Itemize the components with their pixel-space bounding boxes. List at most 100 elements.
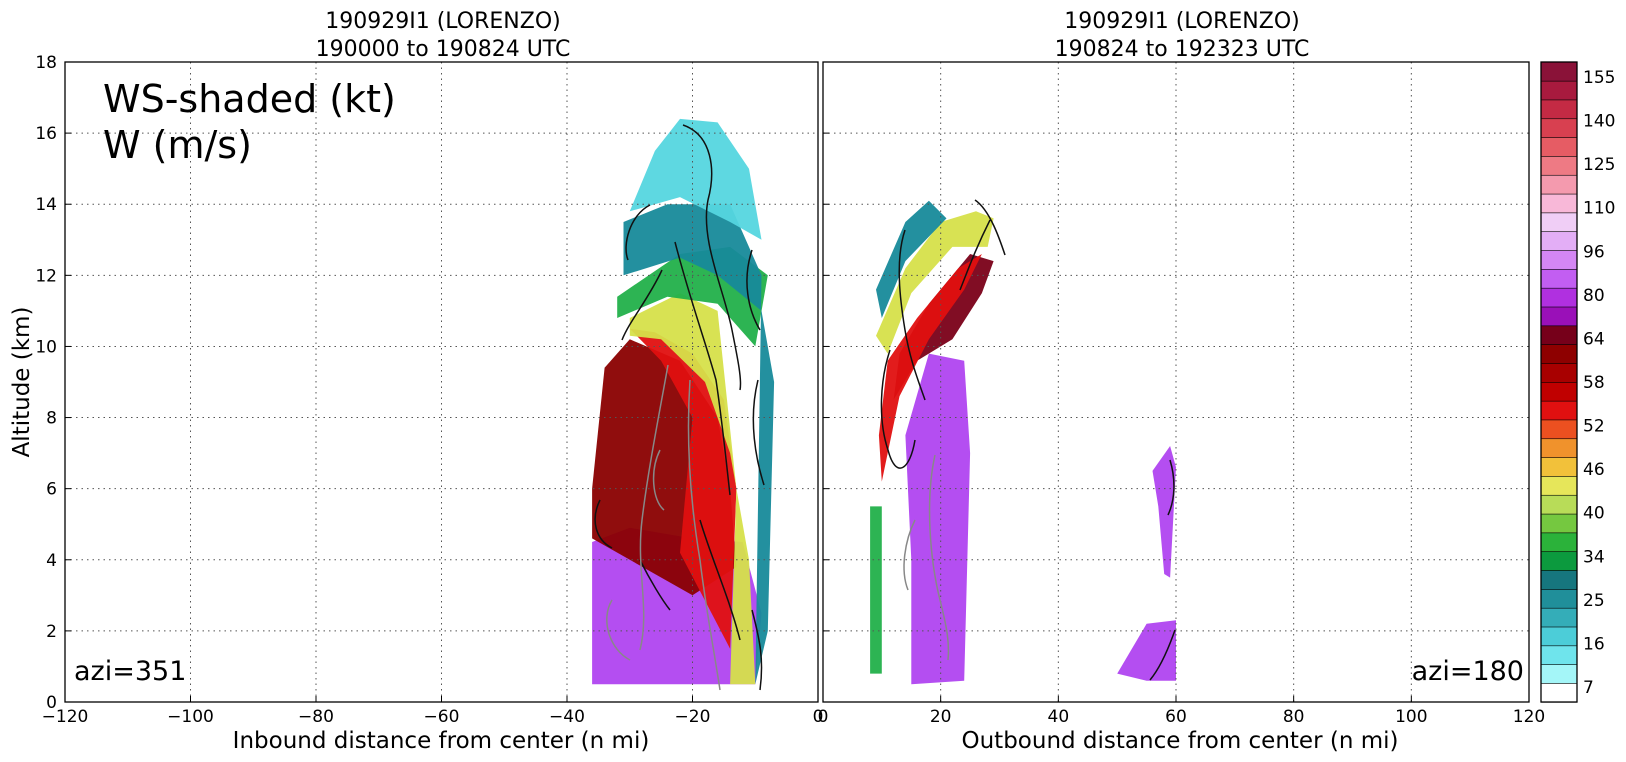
left-xtick-label-1: −100 [167,707,214,727]
colorbar-tick-label-2: 125 [1583,155,1615,175]
colorbar-cell-28 [1540,155,1578,176]
left-xtick-label-2: −80 [298,707,334,727]
left-gridlines [65,62,818,702]
right-xtick-label-2: 40 [1048,707,1070,727]
left-w-contour-4 [746,249,765,486]
left-wind-region-5 [623,204,775,685]
colorbar-cell-17 [1540,362,1578,383]
right-title-line2: 190824 to 192323 UTC [1055,37,1310,62]
right-w-contours [880,199,1176,681]
right-x-tick-labels: 0 20 40 60 80 100 120 [818,61,1545,727]
right-w-contour-1 [898,229,926,401]
right-wind-region-7 [1152,446,1176,578]
colorbar-cell-10 [1540,494,1578,515]
left-panel: 190929I1 (LORENZO) 190000 to 190824 UTC … [9,9,823,754]
right-wind-region-6 [1117,620,1176,681]
left-xtick-label-3: −60 [424,707,460,727]
colorbar-cell-16 [1540,381,1578,402]
colorbar-cell-14 [1540,419,1578,440]
colorbar-cell-0 [1540,682,1578,703]
colorbar-cell-18 [1540,344,1578,364]
colorbar-cell-30 [1540,118,1578,138]
inset-label-line2: W (m/s) [103,123,252,167]
ytick-label-0: 0 [46,693,57,713]
right-w-contour-2 [959,199,1006,291]
right-xtick-label-6: 120 [1513,707,1545,727]
colorbar-cell-7 [1540,551,1578,571]
ytick-label-1: 2 [46,622,57,642]
left-x-axis-label: Inbound distance from center (n mi) [233,728,650,754]
right-wind-region-2 [878,254,982,482]
right-wind-region-0 [905,353,971,685]
right-w-neg-contour-1 [928,454,950,661]
y-axis-label: Altitude (km) [9,307,35,458]
colorbar-tick-label-8: 52 [1583,417,1605,437]
right-xtick-label-3: 60 [1165,707,1187,727]
left-w-contour-2 [674,241,731,496]
colorbar-tick-labels: 155 140 125 110 96 80 64 58 52 46 40 34 25 16 7 [1583,68,1615,698]
left-w-contour-5 [699,519,763,691]
ytick-label-2: 4 [46,551,57,571]
colorbar: 155 140 125 110 96 80 64 58 52 46 40 34 25 16 7 [1540,61,1615,703]
left-w-contour-3 [621,204,663,341]
left-w-neg-contour-3 [606,449,665,661]
colorbar-tick-label-10: 40 [1583,504,1605,524]
colorbar-cell-5 [1540,588,1578,609]
colorbar-cell-2 [1540,645,1578,665]
right-w-neg-contours [903,454,950,661]
right-xtick-label-5: 100 [1395,707,1427,727]
left-w-neg-contour-1 [639,364,669,651]
left-w-neg-contours [606,364,721,691]
left-wind-region-6 [629,118,762,240]
left-xtick-label-0: −120 [42,707,89,727]
right-xtick-label-4: 80 [1283,707,1305,727]
left-azimuth-label: azi=351 [74,656,186,687]
colorbar-tick-label-9: 46 [1583,460,1605,480]
colorbar-cell-29 [1540,136,1578,157]
colorbar-cell-24 [1540,231,1578,251]
left-xtick-label-6: 0 [813,707,824,727]
left-w-neg-contour-2 [687,379,721,691]
colorbar-cell-33 [1540,61,1578,82]
colorbar-cell-8 [1540,532,1578,553]
colorbar-cell-11 [1540,475,1578,496]
right-x-axis-label: Outbound distance from center (n mi) [962,728,1399,754]
ytick-label-8: 16 [35,124,57,144]
left-w-contour-1 [682,124,742,391]
colorbar-cell-19 [1540,325,1578,345]
ytick-label-9: 18 [35,53,57,73]
right-w-contour-3 [880,349,916,469]
left-w-contours [594,124,765,691]
colorbar-tick-label-12: 25 [1583,591,1605,611]
colorbar-cell-25 [1540,212,1578,233]
colorbar-cell-23 [1540,249,1578,270]
left-title-line2: 190000 to 190824 UTC [316,37,571,62]
ytick-label-5: 10 [35,337,57,357]
right-w-contour-4 [1149,459,1176,681]
colorbar-cell-9 [1540,513,1578,534]
colorbar-cell-1 [1540,664,1578,684]
right-wind-region-3 [876,211,994,354]
colorbar-cell-31 [1540,99,1578,120]
colorbar-tick-label-1: 140 [1583,112,1615,132]
colorbar-tick-label-5: 80 [1583,286,1605,306]
left-title-line1: 190929I1 (LORENZO) [325,9,560,34]
left-wind-shading [592,118,775,685]
left-xtick-label-5: −20 [675,707,711,727]
colorbar-cell-15 [1540,400,1578,421]
colorbar-cell-27 [1540,174,1578,195]
left-wind-region-3 [629,293,756,685]
colorbar-tick-label-6: 64 [1583,329,1605,349]
right-xtick-label-1: 20 [930,707,952,727]
left-wind-region-2 [629,328,737,649]
colorbar-frame [1540,61,1578,703]
colorbar-tick-label-13: 16 [1583,634,1605,654]
colorbar-cell-32 [1540,80,1578,101]
colorbar-cell-20 [1540,306,1578,327]
colorbar-cell-4 [1540,607,1578,628]
colorbar-tick-label-0: 155 [1583,68,1615,88]
colorbar-tick-label-4: 96 [1583,242,1605,262]
left-w-contour-6 [594,499,671,611]
colorbar-tick-label-7: 58 [1583,373,1605,393]
